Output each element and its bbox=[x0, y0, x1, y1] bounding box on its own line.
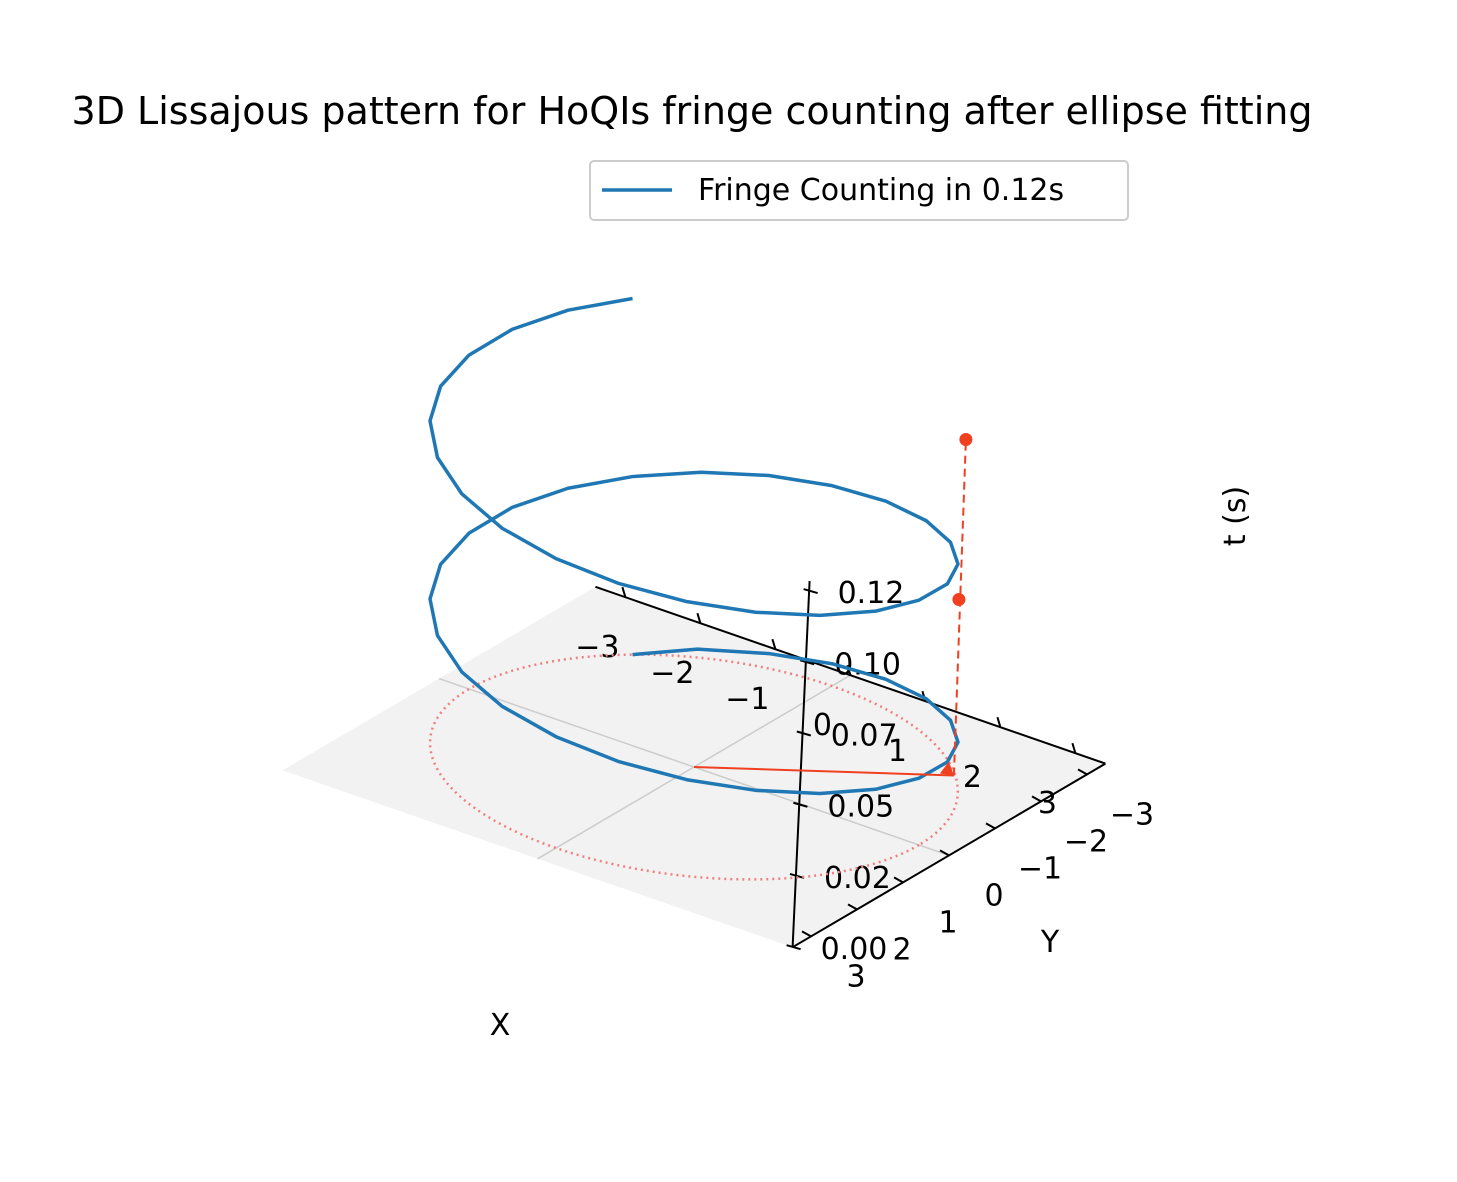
chart-title: 3D Lissajous pattern for HoQIs fringe co… bbox=[72, 89, 1313, 133]
arrow-head bbox=[939, 761, 954, 776]
y-tick-label: 3 bbox=[846, 959, 865, 994]
y-tick-label: 2 bbox=[892, 932, 911, 967]
z-tick-label: 0.07 bbox=[831, 719, 898, 754]
y-tick-mark bbox=[893, 876, 904, 884]
z-tick-label: 0.02 bbox=[824, 861, 891, 896]
x-tick-mark bbox=[1071, 742, 1077, 754]
x-tick-mark bbox=[996, 716, 1002, 728]
x-tick-label: 3 bbox=[1038, 786, 1057, 821]
z-tick-mark bbox=[796, 730, 812, 737]
y-tick-mark bbox=[985, 822, 996, 830]
x-tick-label: −3 bbox=[575, 630, 619, 665]
z-tick-mark bbox=[789, 873, 805, 879]
z-axis-line bbox=[791, 580, 811, 948]
x-tick-mark bbox=[621, 586, 627, 598]
vertical-guide bbox=[952, 439, 967, 776]
marker-lower bbox=[952, 593, 966, 606]
x-axis-label: X bbox=[490, 1008, 511, 1043]
annotation-layer bbox=[693, 433, 973, 777]
y-tick-mark bbox=[1077, 768, 1088, 776]
z-axis-label: t (s) bbox=[1218, 486, 1253, 546]
y-tick-label: 1 bbox=[938, 905, 957, 940]
series-line bbox=[428, 296, 960, 796]
y-tick-label: −2 bbox=[1064, 824, 1108, 859]
y-tick-mark bbox=[939, 849, 950, 857]
z-tick-mark bbox=[793, 801, 808, 808]
x-tick-label: −1 bbox=[725, 682, 769, 717]
z-tick-mark bbox=[786, 944, 801, 951]
x-tick-label: 1 bbox=[888, 734, 907, 769]
y-tick-mark bbox=[847, 903, 858, 911]
y-tick-label: −3 bbox=[1110, 797, 1154, 832]
z-tick-label: 0.05 bbox=[827, 790, 894, 825]
y-tick-label: −1 bbox=[1018, 851, 1062, 886]
z-tick-label: 0.10 bbox=[834, 647, 901, 682]
y-tick-mark bbox=[1031, 795, 1042, 803]
legend-label: Fringe Counting in 0.12s bbox=[698, 173, 1064, 208]
y-tick-mark bbox=[801, 930, 812, 938]
legend: Fringe Counting in 0.12s bbox=[589, 160, 1129, 221]
legend-box bbox=[589, 160, 1129, 221]
x-tick-label: 0 bbox=[813, 708, 832, 743]
y-tick-label: 0 bbox=[984, 878, 1003, 913]
z-tick-mark bbox=[803, 588, 818, 595]
y-axis-label: Y bbox=[1040, 925, 1060, 960]
projection-layer bbox=[428, 653, 960, 881]
radius-arrow bbox=[693, 766, 954, 777]
projected-circle bbox=[428, 653, 960, 881]
x-tick-mark bbox=[696, 612, 702, 624]
x-tick-label: 2 bbox=[963, 760, 982, 795]
z-tick-label: 0.00 bbox=[821, 932, 888, 967]
x-tick-mark bbox=[771, 638, 777, 650]
series-layer bbox=[428, 296, 960, 796]
marker-upper bbox=[959, 433, 973, 446]
z-tick-mark bbox=[799, 659, 815, 666]
x-tick-label: −2 bbox=[650, 656, 694, 691]
